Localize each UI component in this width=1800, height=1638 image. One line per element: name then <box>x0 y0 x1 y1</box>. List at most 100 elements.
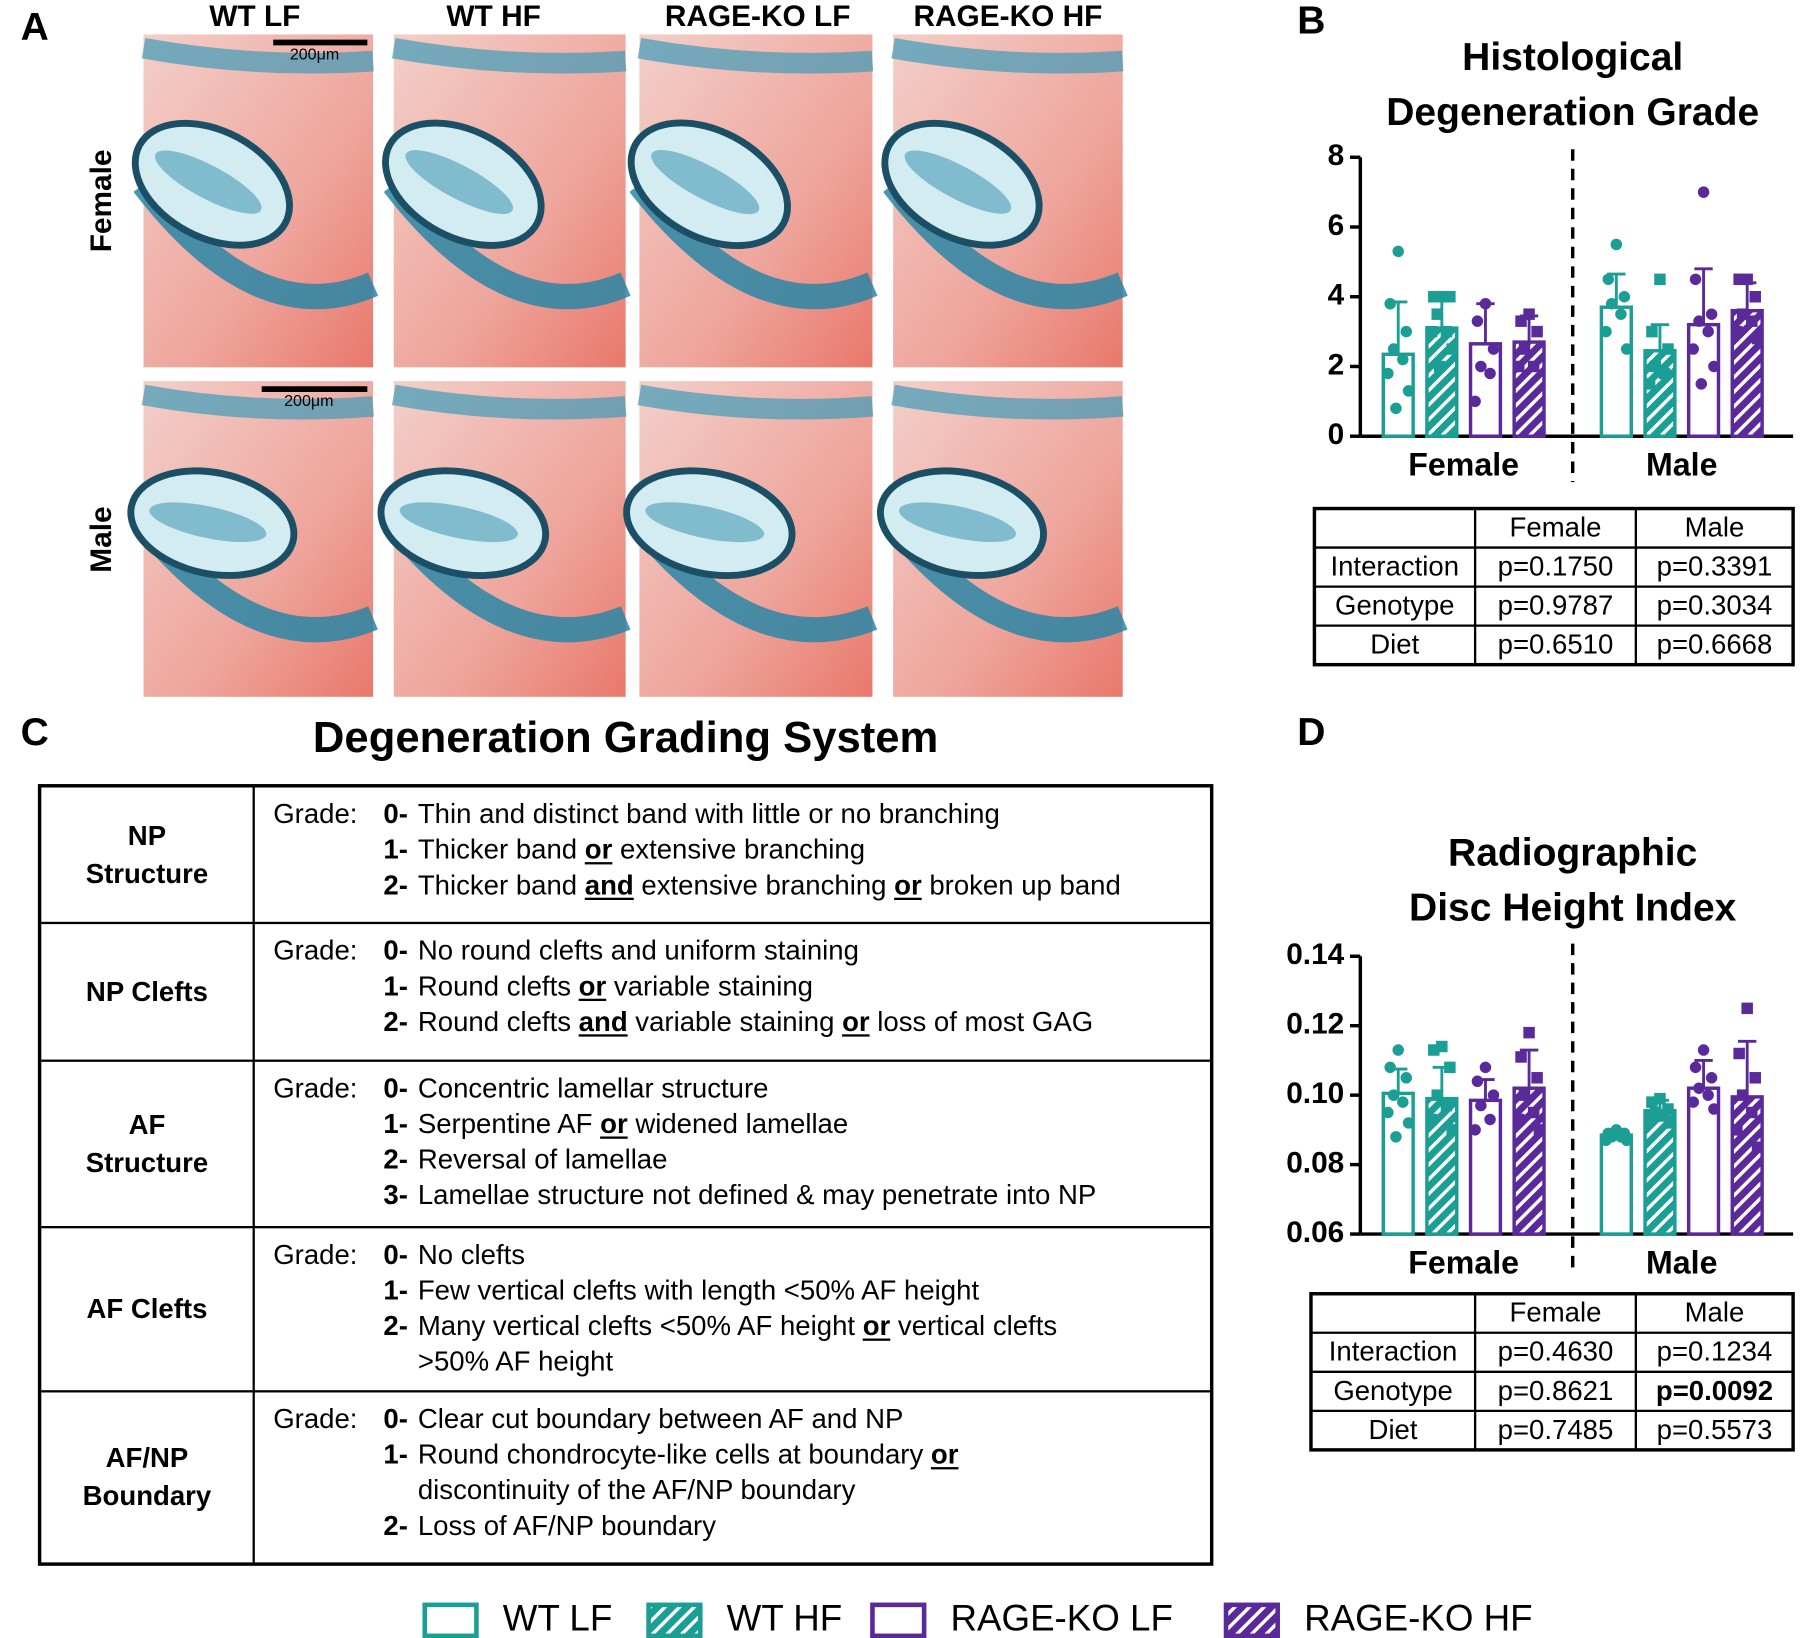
grade-emphasis: or <box>600 1108 628 1140</box>
grading-title: Degeneration Grading System <box>312 714 939 763</box>
data-point <box>1646 325 1658 338</box>
grade-text-part: Round clefts <box>417 1006 579 1038</box>
data-point <box>1600 325 1612 338</box>
table-row-label: Interaction <box>1329 1336 1458 1367</box>
table-header: Male <box>1685 1297 1745 1328</box>
grading-body: Grade: 0- No round clefts and uniform stai… <box>255 924 1210 1059</box>
column-header: WT HF <box>446 0 540 33</box>
data-point <box>1643 1113 1656 1126</box>
y-tick-label: 0 <box>1328 418 1345 451</box>
data-point <box>1382 367 1394 380</box>
data-point <box>1387 343 1400 355</box>
bar <box>1468 342 1503 438</box>
grade-line: Clear cut boundary between AF and NP <box>418 1402 903 1438</box>
table-cell: p=0.9787 <box>1498 590 1614 621</box>
histology-band <box>637 38 874 74</box>
data-point <box>1397 353 1409 366</box>
x-tick-label: Female <box>1408 447 1519 483</box>
x-tick-label: Female <box>1408 1245 1519 1281</box>
data-point <box>1649 1106 1662 1119</box>
data-point <box>1431 1089 1443 1101</box>
table-row-label: Diet <box>1370 629 1419 660</box>
data-point <box>1695 378 1708 390</box>
grade-item: 1- Round clefts or variable staining <box>383 969 1093 1005</box>
grade-number: 1- <box>383 1275 408 1307</box>
data-point <box>1523 308 1535 320</box>
data-point <box>1440 1099 1453 1112</box>
data-point <box>1444 1061 1456 1074</box>
grade-item: 0- Thin and distinct band with little or … <box>383 797 1120 833</box>
chart-title: Disc Height Index <box>1409 887 1737 930</box>
data-point <box>1654 1092 1666 1105</box>
data-point <box>1708 1103 1720 1115</box>
grade-line: Round clefts or variable staining <box>418 969 813 1005</box>
grading-label-line: Structure <box>85 858 209 890</box>
grade-text: No clefts <box>418 1237 525 1273</box>
data-point <box>1605 297 1618 310</box>
grade-lead: Grade: <box>273 1403 358 1435</box>
grade-emphasis: or <box>862 1310 891 1342</box>
grade-number: 2- <box>383 1144 408 1176</box>
grade-line: >50% AF height <box>418 1344 1057 1380</box>
data-point <box>1475 1099 1487 1112</box>
histology-band <box>891 384 1124 420</box>
grade-lead: Grade: <box>273 935 358 967</box>
column-header: WT LF <box>209 0 300 33</box>
table-cell: p=0.3034 <box>1657 590 1773 621</box>
grade-text-part: Few vertical clefts with length <50% AF … <box>417 1275 980 1307</box>
grade-text-part: loss of most GAG <box>869 1006 1094 1038</box>
data-point <box>1662 343 1674 355</box>
data-point <box>1384 1061 1396 1074</box>
data-point <box>1689 1061 1702 1074</box>
table-cell: p=0.7485 <box>1498 1414 1614 1445</box>
grade-line: discontinuity of the AF/NP boundary <box>418 1473 959 1509</box>
data-point <box>1402 385 1415 397</box>
legend-swatch <box>422 1602 479 1638</box>
table-cell: p=0.8621 <box>1498 1375 1614 1406</box>
table-cell: p=0.6668 <box>1657 629 1773 660</box>
grade-number: 0- <box>383 1239 408 1271</box>
data-point <box>1515 315 1527 327</box>
chart-title: Histological <box>1462 36 1683 79</box>
data-point <box>1487 1089 1500 1101</box>
grade-item: 0- No clefts <box>383 1237 1057 1273</box>
data-point <box>1531 1072 1543 1084</box>
data-point <box>1646 1096 1658 1108</box>
bar <box>1599 305 1633 438</box>
panel-label: A <box>21 6 49 49</box>
table-row-label: Interaction <box>1330 551 1459 582</box>
data-point <box>1741 273 1753 286</box>
data-point <box>1620 343 1633 355</box>
grade-line: Thicker band and extensive branching or … <box>418 868 1121 904</box>
grade-line: Concentric lamellar structure <box>418 1071 769 1107</box>
grade-text: Thicker band or extensive branching <box>418 832 865 868</box>
data-point <box>1390 402 1402 415</box>
histology-nucleus-core <box>899 502 1016 543</box>
legend-swatch <box>646 1602 703 1638</box>
grade-item: 0- Concentric lamellar structure <box>383 1071 1096 1107</box>
grade-text-part: >50% AF height <box>417 1346 614 1378</box>
data-point <box>1433 360 1446 373</box>
grade-number: 1- <box>383 834 408 866</box>
data-point <box>1649 360 1662 373</box>
grade-emphasis: or <box>894 870 922 902</box>
data-point <box>1620 1134 1633 1147</box>
grade-text-part: extensive branching <box>633 870 895 902</box>
data-point <box>1400 1072 1412 1084</box>
data-point <box>1697 186 1710 198</box>
grade-text-part: Clear cut boundary between AF and NP <box>417 1403 904 1435</box>
grade-text-part: Round chondrocyte-like cells at boundary <box>417 1439 931 1471</box>
grading-row: AF Clefts Grade: 0- No clefts 1- Few vertical… <box>41 1226 1210 1391</box>
table-cell: p=0.0092 <box>1656 1375 1773 1406</box>
grade-line: Loss of AF/NP boundary <box>418 1508 716 1544</box>
data-point <box>1469 1124 1481 1136</box>
grade-text: Many vertical clefts <50% AF height or v… <box>418 1309 1057 1380</box>
grade-text-part: Round clefts <box>417 971 579 1003</box>
y-tick-label: 0.14 <box>1286 938 1344 971</box>
data-point <box>1392 1044 1404 1056</box>
grade-text-part: Many vertical clefts <50% AF height <box>417 1310 863 1342</box>
grade-text-part: No clefts <box>417 1239 526 1271</box>
legend-swatch <box>1223 1602 1280 1638</box>
bar <box>1512 340 1546 438</box>
grade-number: 0- <box>383 1073 408 1105</box>
